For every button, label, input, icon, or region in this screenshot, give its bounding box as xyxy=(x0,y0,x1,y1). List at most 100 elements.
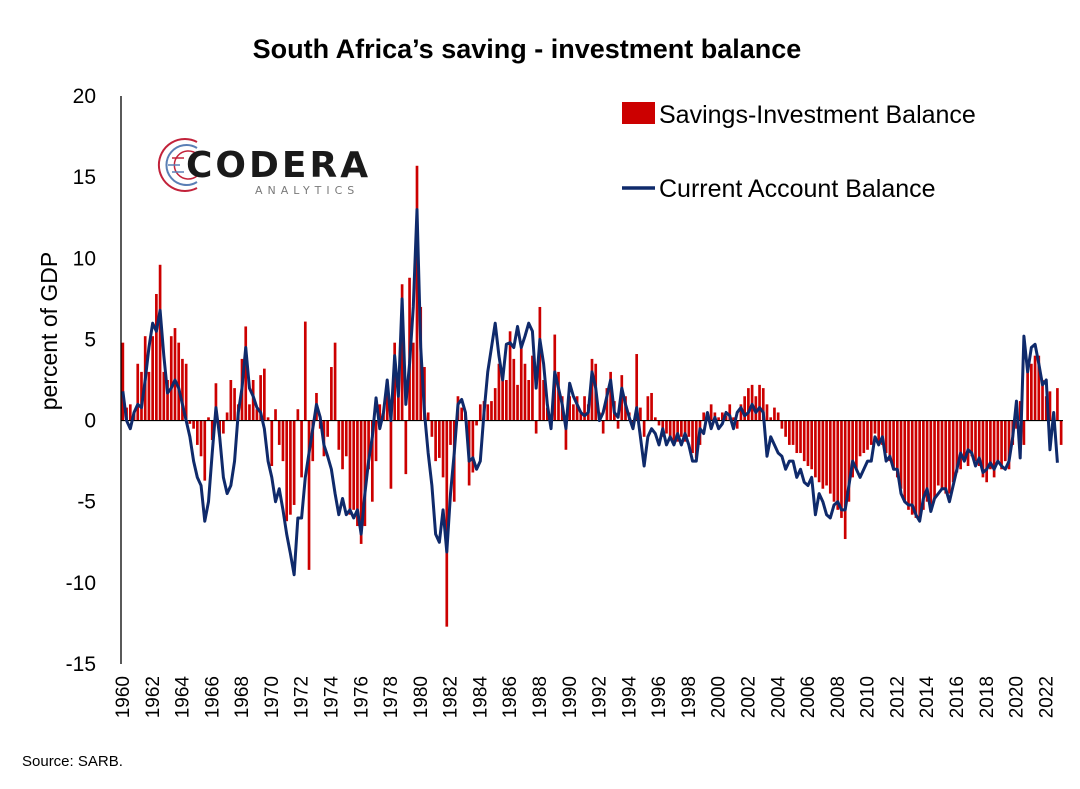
bar-186 xyxy=(814,420,817,478)
bar-177 xyxy=(780,420,784,429)
x-tick-label: 1968 xyxy=(232,676,253,718)
bar-10 xyxy=(158,264,162,421)
bar-179 xyxy=(788,420,791,445)
bar-72 xyxy=(389,420,393,489)
bar-167 xyxy=(743,396,746,421)
x-tick-label: 2006 xyxy=(798,676,819,718)
bar-41 xyxy=(274,409,277,421)
bar-235 xyxy=(996,420,1000,462)
bar-series xyxy=(121,165,1063,627)
bar-214 xyxy=(918,420,921,520)
bar-56 xyxy=(330,367,333,421)
bar-121 xyxy=(572,404,575,421)
bar-5 xyxy=(140,371,143,421)
bar-11 xyxy=(162,371,166,421)
bar-14 xyxy=(173,328,177,421)
chart-title: South Africa’s saving - investment balan… xyxy=(253,34,802,64)
bar-20 xyxy=(195,420,199,445)
bar-173 xyxy=(765,404,769,421)
bar-9 xyxy=(155,293,158,421)
bar-4 xyxy=(136,363,140,421)
bar-222 xyxy=(948,420,951,494)
bar-112 xyxy=(538,306,542,421)
y-tick-label: -10 xyxy=(66,572,96,595)
bar-216 xyxy=(925,420,929,502)
y-tick-label: -15 xyxy=(66,653,96,676)
bar-107 xyxy=(519,347,523,421)
bar-200 xyxy=(866,420,869,450)
bar-243 xyxy=(1026,371,1029,421)
bar-28 xyxy=(225,412,229,421)
bar-210 xyxy=(903,420,907,502)
bar-252 xyxy=(1059,420,1063,445)
x-tick-label: 2004 xyxy=(768,676,789,719)
bar-94 xyxy=(471,420,475,473)
bar-63 xyxy=(356,420,359,527)
bar-50 xyxy=(307,420,311,570)
bar-65 xyxy=(363,420,367,527)
x-tick-label: 1974 xyxy=(322,676,343,719)
bar-183 xyxy=(802,420,806,462)
bar-24 xyxy=(210,420,214,441)
y-tick-label: 5 xyxy=(84,328,96,351)
x-tick-label: 1964 xyxy=(173,676,194,719)
bar-223 xyxy=(951,420,955,483)
x-tick-label: 1970 xyxy=(262,676,283,718)
x-tick-label: 2016 xyxy=(947,676,968,718)
x-tick-label: 1972 xyxy=(292,676,313,718)
bar-45 xyxy=(289,420,292,515)
bar-247 xyxy=(1041,380,1044,421)
bar-233 xyxy=(989,420,992,470)
legend-bar-swatch xyxy=(622,102,655,124)
bar-84 xyxy=(434,420,437,462)
bar-40 xyxy=(270,420,274,467)
x-tick-label: 1992 xyxy=(590,676,611,718)
bar-67 xyxy=(370,420,374,502)
bar-236 xyxy=(1000,420,1003,470)
bar-144 xyxy=(657,420,661,426)
bar-162 xyxy=(724,415,728,421)
bar-51 xyxy=(311,420,315,462)
bar-16 xyxy=(181,358,184,421)
bar-33 xyxy=(244,326,248,421)
bar-190 xyxy=(828,420,832,494)
bar-91 xyxy=(460,407,464,421)
bar-34 xyxy=(248,404,251,421)
bar-96 xyxy=(478,404,482,421)
bar-218 xyxy=(933,420,936,499)
bar-133 xyxy=(616,420,620,429)
bar-230 xyxy=(977,420,981,467)
bar-88 xyxy=(449,420,452,445)
codera-logo: CODERA ANALYTICS xyxy=(157,138,368,197)
bar-141 xyxy=(646,396,650,421)
x-tick-label: 2022 xyxy=(1036,676,1057,718)
bar-180 xyxy=(791,420,795,445)
bar-204 xyxy=(881,420,884,445)
bar-246 xyxy=(1037,355,1041,421)
bar-192 xyxy=(836,420,840,510)
bar-98 xyxy=(486,404,490,421)
bar-68 xyxy=(374,420,378,462)
bar-194 xyxy=(843,420,847,540)
bar-172 xyxy=(761,388,765,421)
bar-76 xyxy=(404,420,408,475)
bar-245 xyxy=(1033,355,1037,421)
bar-143 xyxy=(653,417,657,421)
y-tick-label: 15 xyxy=(73,166,96,189)
bar-126 xyxy=(590,358,594,421)
bar-197 xyxy=(855,420,858,470)
bar-151 xyxy=(683,420,687,442)
bar-66 xyxy=(367,420,370,470)
bar-142 xyxy=(650,392,653,421)
bar-117 xyxy=(557,371,560,421)
bar-163 xyxy=(728,404,732,421)
bar-42 xyxy=(277,420,281,445)
bar-21 xyxy=(199,420,203,457)
bar-182 xyxy=(799,420,802,454)
x-tick-label: 1996 xyxy=(649,676,670,718)
x-tick-label: 1982 xyxy=(441,676,462,718)
bar-30 xyxy=(233,388,236,421)
bar-60 xyxy=(344,420,348,457)
current-account-line xyxy=(121,208,1059,577)
